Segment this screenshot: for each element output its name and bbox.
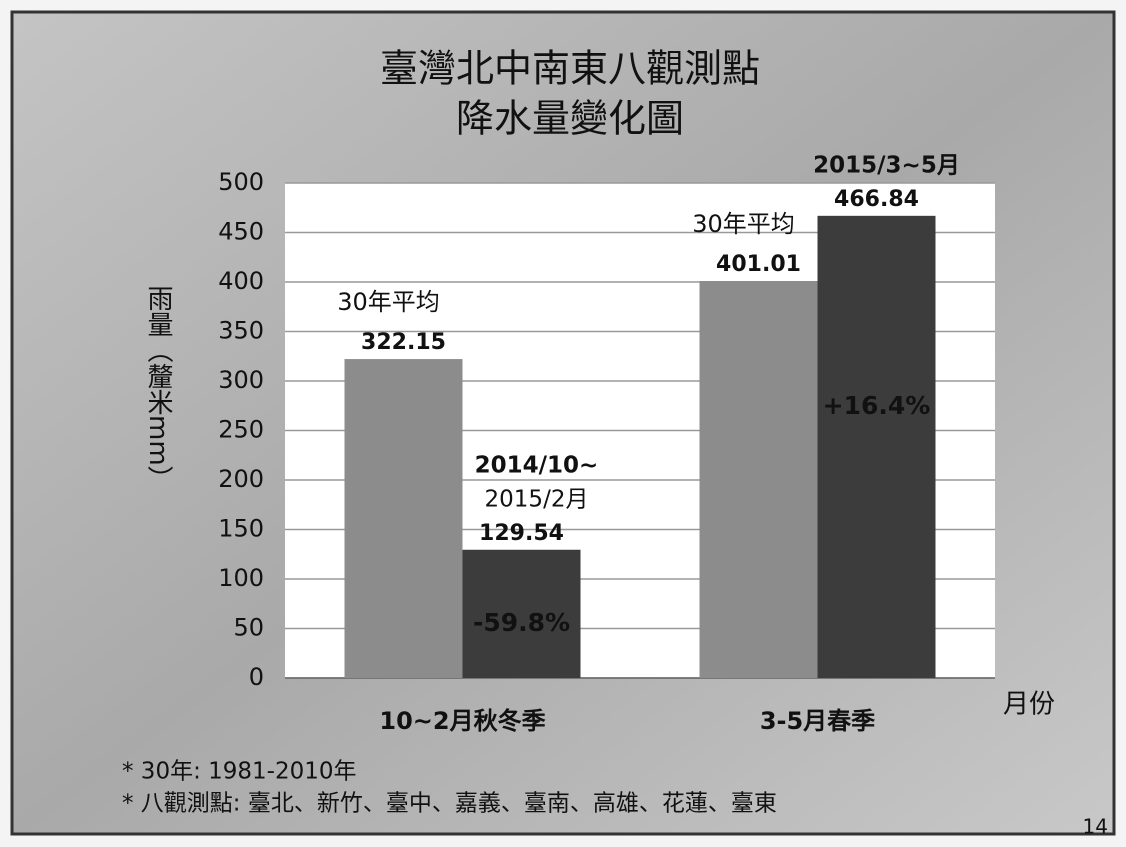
y-tick-label: 400	[218, 267, 264, 295]
y-tick-label: 100	[218, 564, 264, 592]
period-label: 2015/3~5月	[813, 152, 960, 178]
y-tick-label: 0	[249, 663, 264, 691]
series-label: 30年平均	[692, 210, 795, 238]
x-axis-label: 月份	[1003, 690, 1055, 720]
period-label: 2015/2月	[485, 486, 589, 512]
series-label: 30年平均	[337, 288, 440, 316]
chart-title: 降水量變化圖	[456, 97, 684, 141]
value-label: 401.01	[716, 252, 801, 277]
footnote: * 30年: 1981-2010年	[122, 759, 357, 785]
y-tick-label: 300	[218, 366, 264, 394]
page-number: 14	[1083, 815, 1108, 839]
y-tick-label: 200	[218, 465, 264, 493]
y-axis-label: 雨量︵釐米mm︶	[143, 285, 173, 492]
y-tick-label: 250	[218, 416, 264, 444]
value-label: 129.54	[479, 521, 564, 546]
value-label: 466.84	[834, 187, 919, 212]
y-tick-label: 450	[218, 218, 264, 246]
bar	[344, 359, 463, 678]
bar	[462, 549, 581, 678]
bar	[699, 281, 818, 678]
change-label: +16.4%	[823, 391, 931, 420]
x-tick-label: 3-5月春季	[760, 707, 875, 735]
y-tick-label: 350	[218, 317, 264, 345]
chart-title: 臺灣北中南東八觀測點	[380, 47, 760, 91]
period-label: 2014/10~	[475, 452, 599, 478]
x-tick-label: 10~2月秋冬季	[379, 707, 545, 735]
y-tick-label: 500	[218, 168, 264, 196]
y-tick-label: 50	[233, 614, 264, 642]
change-label: -59.8%	[473, 608, 570, 637]
bar	[817, 215, 936, 678]
footnote: * 八觀測點: 臺北、新竹、臺中、嘉義、臺南、高雄、花蓮、臺東	[122, 791, 777, 817]
value-label: 322.15	[361, 330, 446, 355]
y-tick-label: 150	[218, 515, 264, 543]
